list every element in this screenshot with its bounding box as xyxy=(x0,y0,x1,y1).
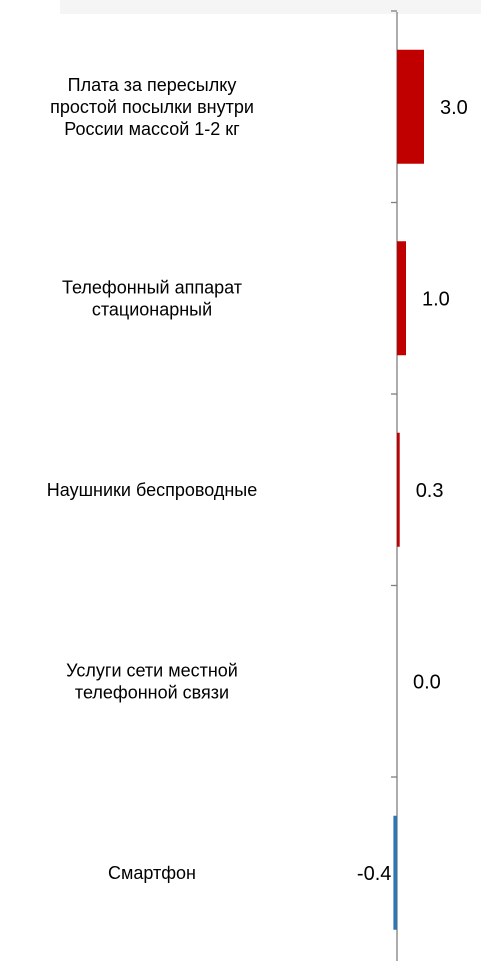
data-label: 0.3 xyxy=(416,480,444,502)
category-label-line: Услуги сети местной xyxy=(66,660,238,680)
category-label-line: Наушники беспроводные xyxy=(47,480,257,500)
category-label: Услуги сети местной телефонной связи xyxy=(66,660,238,702)
category-label-line: России массой 1-2 кг xyxy=(64,119,240,139)
bar xyxy=(393,815,397,930)
category-label: Смартфон xyxy=(108,863,196,883)
bar xyxy=(397,49,424,164)
category-label-line: Телефонный аппарат xyxy=(62,277,242,297)
category-label-line: стационарный xyxy=(92,299,212,319)
bar xyxy=(397,432,400,547)
bar xyxy=(397,241,406,356)
category-label: Наушники беспроводные xyxy=(47,480,257,500)
category-label-line: Смартфон xyxy=(108,863,196,883)
top-strip xyxy=(60,0,481,14)
data-label: 0.0 xyxy=(413,671,441,693)
category-label: Плата за пересылку простой посылки внутри… xyxy=(50,75,254,139)
category-label-line: телефонной связи xyxy=(75,682,229,702)
category-label-line: простой посылки внутри xyxy=(50,97,254,117)
data-label: 3.0 xyxy=(440,97,468,119)
category-label: Телефонный аппарат стационарный xyxy=(62,277,242,319)
category-label-line: Плата за пересылку xyxy=(68,75,237,95)
data-label: 1.0 xyxy=(422,288,450,310)
data-label: -0.4 xyxy=(357,863,391,885)
